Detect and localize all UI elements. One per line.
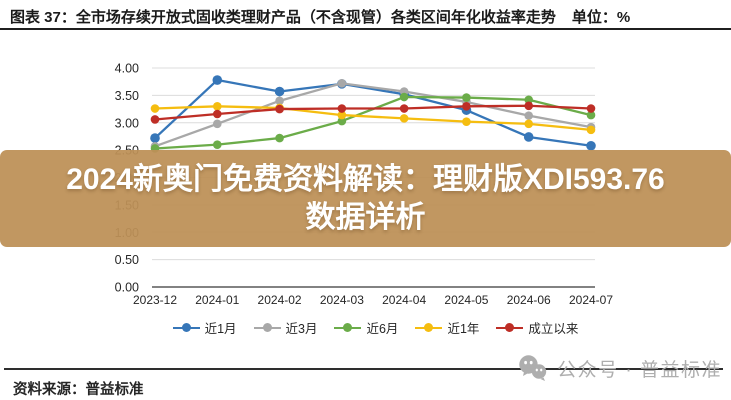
data-point-marker bbox=[274, 86, 285, 97]
legend-marker bbox=[415, 323, 443, 332]
x-axis-tick-label: 2023-12 bbox=[133, 293, 177, 307]
data-point-marker bbox=[462, 117, 471, 126]
data-point-marker bbox=[150, 104, 160, 113]
x-axis-tick-label: 2024-05 bbox=[444, 293, 488, 307]
data-point-marker bbox=[586, 110, 596, 120]
data-point-marker bbox=[524, 111, 534, 120]
y-axis-tick-label: 4.00 bbox=[115, 62, 139, 76]
footer-divider bbox=[4, 368, 723, 370]
data-point-marker bbox=[586, 125, 596, 135]
data-point-marker bbox=[212, 75, 223, 85]
data-point-marker bbox=[462, 93, 471, 102]
promo-banner-line1: 2024新奥门免费资料解读：理财版XDI593.76 bbox=[66, 162, 665, 196]
legend-label: 近1月 bbox=[204, 322, 237, 336]
legend-label: 成立以来 bbox=[528, 322, 579, 336]
legend-marker bbox=[172, 323, 200, 332]
series-line-近3月 bbox=[154, 82, 592, 148]
chart-title-bar: 图表 37：全市场存续开放式固收类理财产品（不含现管）各类区间年化收益率走势 单位… bbox=[10, 6, 725, 27]
x-axis-tick-label: 2024-03 bbox=[320, 293, 364, 307]
data-point-marker bbox=[399, 92, 409, 102]
series-line-近1月 bbox=[154, 78, 592, 147]
chart-legend: 近1月 近3月 近6月 近1年 成立以来 bbox=[10, 318, 731, 337]
x-axis-tick-label: 2024-06 bbox=[507, 293, 551, 307]
y-axis-tick-label: 0.00 bbox=[115, 281, 139, 295]
data-point-marker bbox=[524, 95, 534, 105]
legend-marker bbox=[496, 323, 524, 332]
data-point-marker bbox=[462, 102, 471, 111]
legend-label: 近6月 bbox=[366, 322, 399, 336]
watermark-text: 公众号 · 普益标准 bbox=[557, 360, 722, 381]
data-point-marker bbox=[212, 102, 222, 111]
series-line-成立以来 bbox=[154, 104, 592, 121]
chart-title: 图表 37：全市场存续开放式固收类理财产品（不含现管）各类区间年化收益率走势 bbox=[10, 9, 556, 26]
data-point-marker bbox=[399, 104, 409, 113]
legend-item-近1年: 近1年 bbox=[415, 318, 479, 337]
data-point-marker bbox=[337, 110, 347, 120]
promo-banner-line2: 数据详析 bbox=[305, 200, 426, 234]
data-point-marker bbox=[524, 119, 534, 129]
data-point-marker bbox=[212, 119, 222, 129]
legend-item-近1月: 近1月 bbox=[172, 318, 237, 337]
legend-item-成立以来: 成立以来 bbox=[496, 318, 578, 337]
data-point-marker bbox=[150, 115, 160, 124]
y-axis-tick-label: 3.00 bbox=[115, 116, 139, 130]
legend-item-近3月: 近3月 bbox=[253, 318, 318, 337]
data-point-marker bbox=[586, 104, 596, 113]
legend-label: 近1年 bbox=[447, 322, 480, 336]
legend-marker bbox=[253, 323, 281, 332]
data-point-marker bbox=[524, 101, 534, 111]
data-point-marker bbox=[212, 109, 222, 119]
data-point-marker bbox=[523, 132, 534, 142]
data-point-marker bbox=[586, 140, 596, 151]
series-line-近1年 bbox=[154, 105, 592, 132]
promo-banner-overlay[interactable]: 2024新奥门免费资料解读：理财版XDI593.76 数据详析 bbox=[0, 150, 731, 247]
data-point-marker bbox=[275, 96, 284, 106]
x-axis-tick-label: 2024-02 bbox=[258, 293, 302, 307]
y-axis-tick-label: 0.50 bbox=[115, 253, 139, 267]
x-axis-tick-label: 2024-07 bbox=[569, 293, 613, 307]
legend-item-近6月: 近6月 bbox=[334, 318, 398, 337]
data-point-marker bbox=[337, 79, 347, 88]
data-point-marker bbox=[337, 104, 347, 113]
watermark: 公众号 · 普益标准 bbox=[517, 354, 722, 383]
header-divider bbox=[0, 28, 731, 30]
source-note: 资料来源：普益标准 bbox=[13, 382, 144, 398]
legend-marker bbox=[334, 323, 362, 332]
y-axis-tick-label: 3.50 bbox=[115, 89, 139, 103]
x-axis-tick-label: 2024-01 bbox=[195, 293, 239, 307]
data-point-marker bbox=[399, 114, 409, 123]
legend-label: 近3月 bbox=[285, 322, 318, 336]
wechat-icon bbox=[519, 355, 547, 381]
data-point-marker bbox=[150, 133, 160, 143]
data-point-marker bbox=[275, 133, 284, 143]
unit-label: 单位：% bbox=[571, 9, 631, 26]
data-point-marker bbox=[275, 104, 284, 114]
data-point-marker bbox=[212, 140, 222, 149]
data-point-marker bbox=[337, 116, 347, 126]
x-axis-tick-label: 2024-04 bbox=[382, 293, 426, 307]
